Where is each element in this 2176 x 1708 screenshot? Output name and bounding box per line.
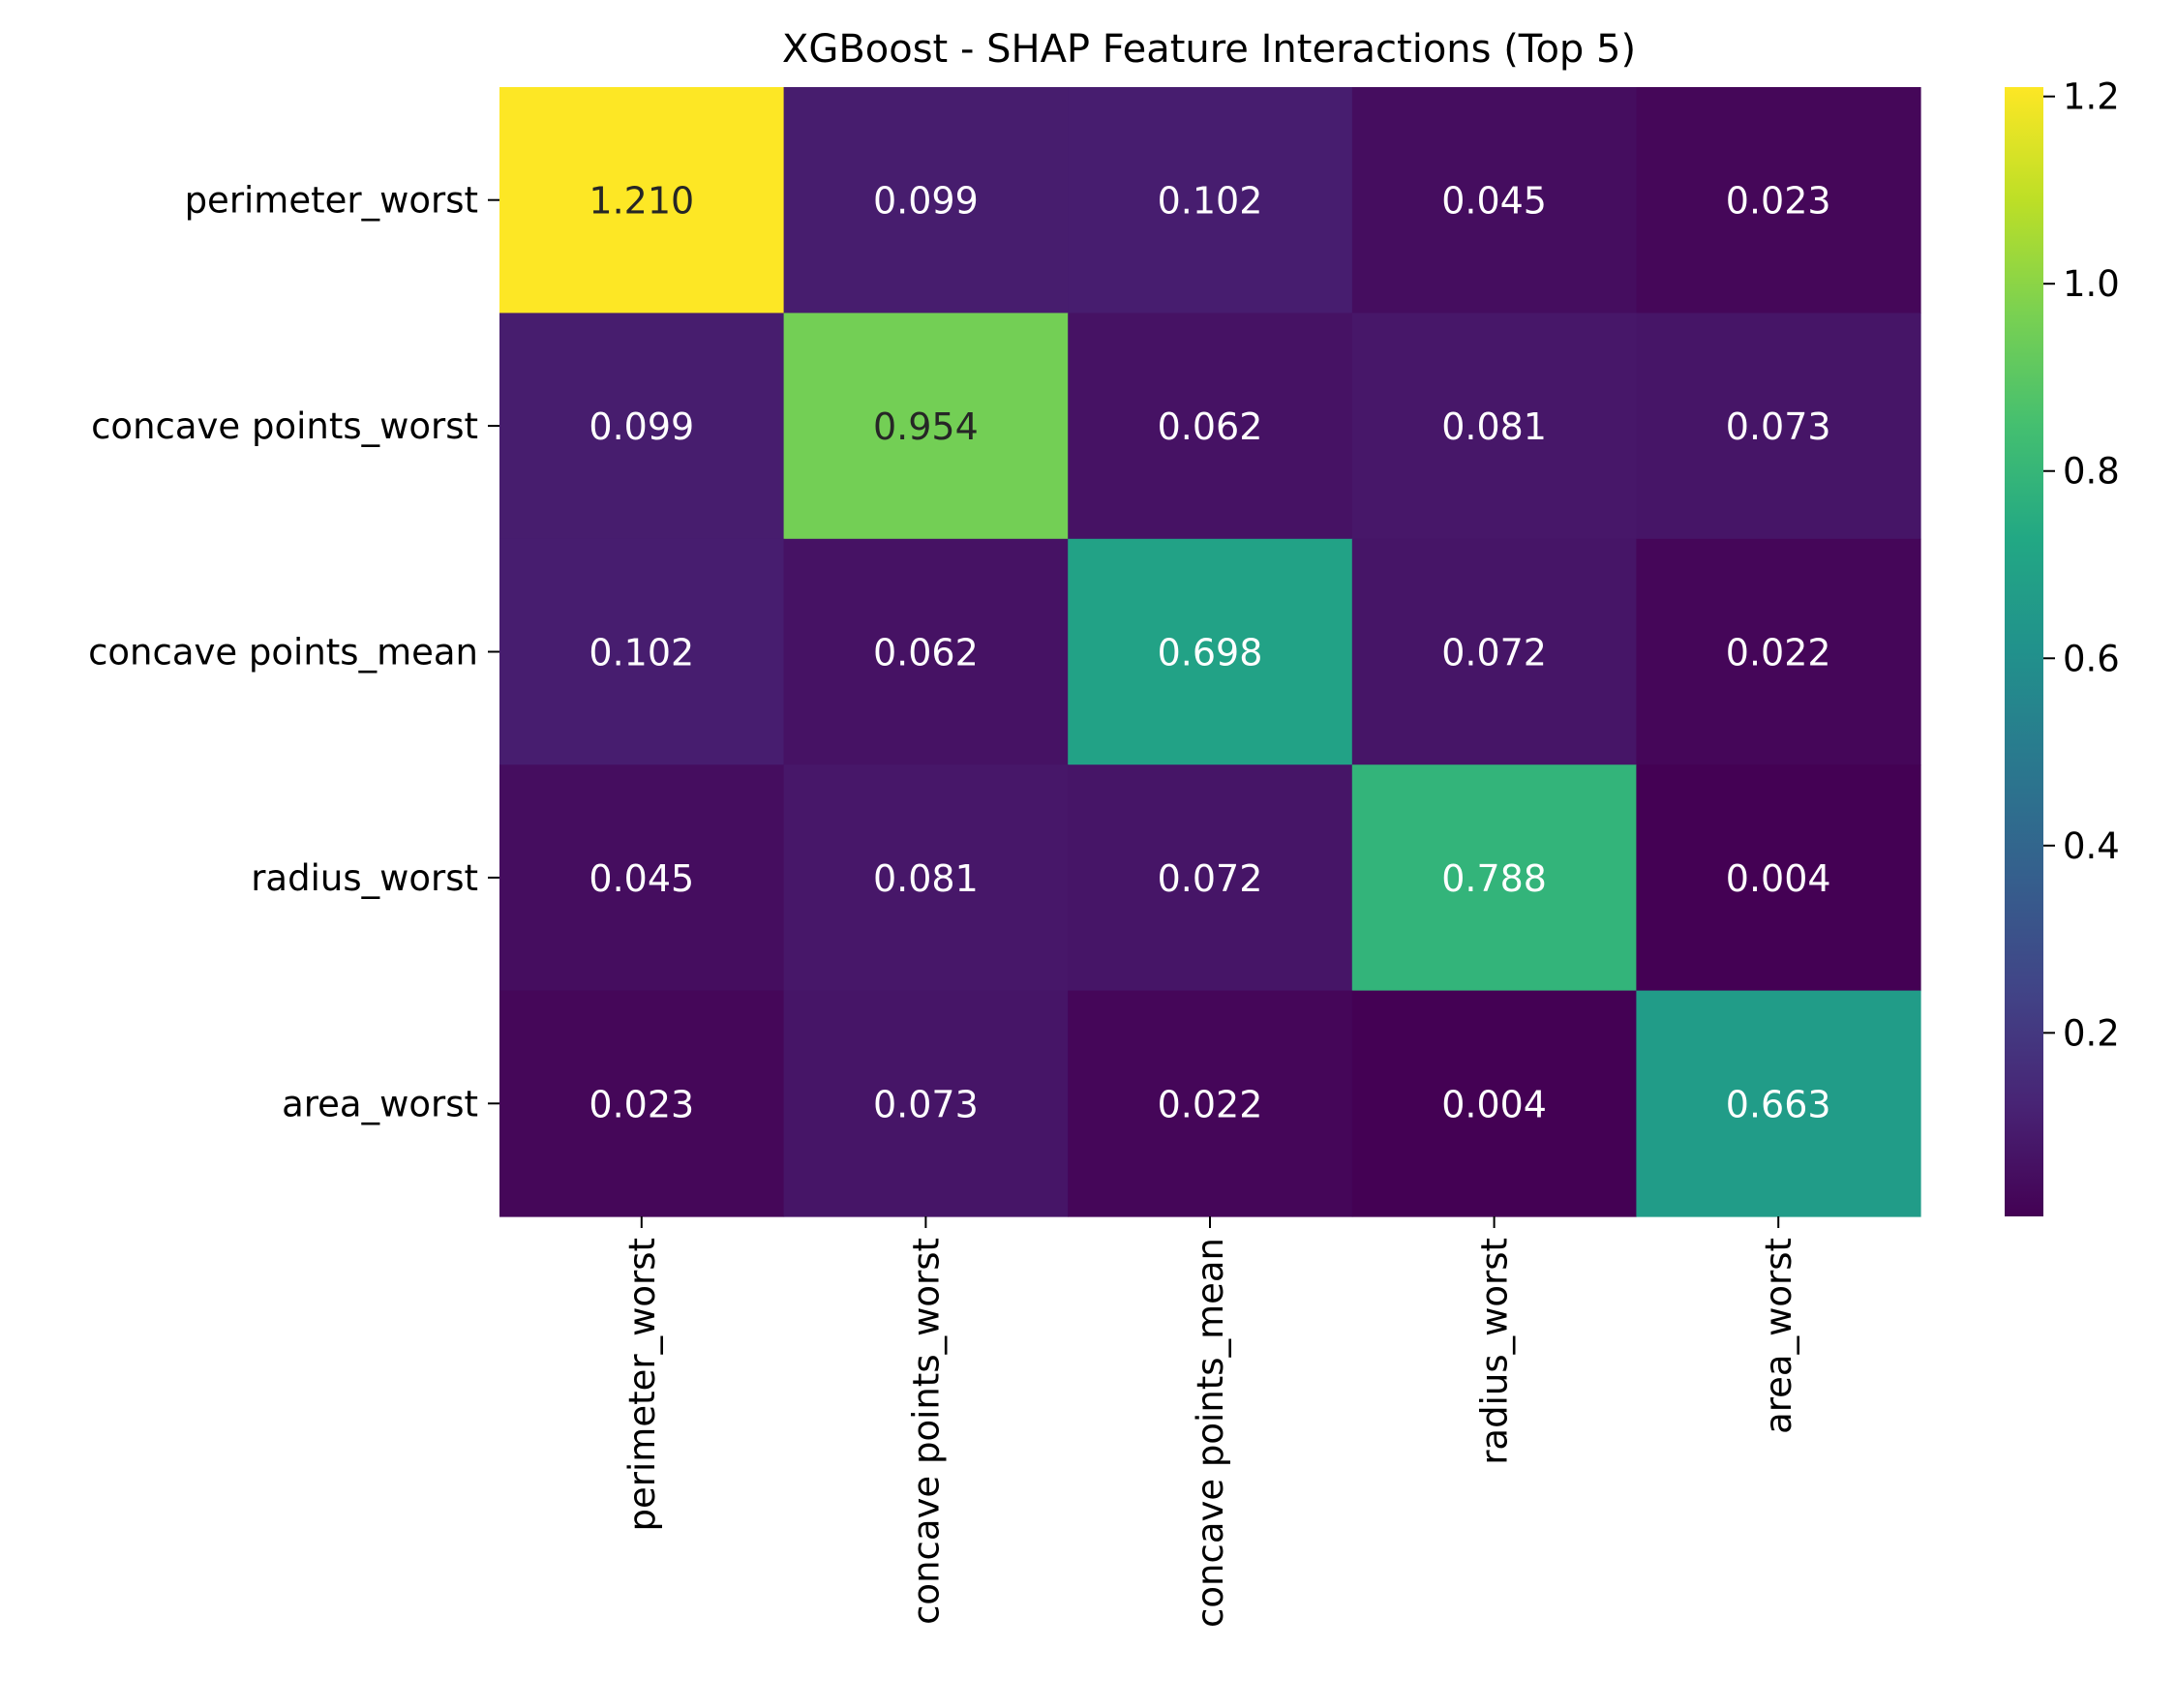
- chart-title: XGBoost - SHAP Feature Interactions (Top…: [782, 27, 1636, 72]
- colorbar-ticks: 0.2 0.4 0.6 0.8 1.0 1.2: [2043, 76, 2120, 1054]
- heatmap-cell-label: 0.023: [1726, 180, 1831, 223]
- heatmap-cell: [1636, 313, 1921, 540]
- y-tick-label: concave points_worst: [91, 405, 478, 447]
- heatmap-cell-label: 0.081: [1441, 405, 1547, 448]
- heatmap-cell-label: 0.099: [589, 405, 694, 448]
- heatmap-cell-label: 0.102: [589, 632, 694, 674]
- heatmap-cell: [1636, 990, 1921, 1217]
- heatmap-cell: [1636, 764, 1921, 992]
- heatmap-cell-label: 0.072: [1158, 857, 1263, 900]
- heatmap-cell-label: 0.004: [1441, 1083, 1547, 1125]
- heatmap-cell: [1068, 990, 1353, 1217]
- heatmap-cells: [499, 87, 1921, 1217]
- heatmap-cell: [499, 313, 785, 540]
- heatmap-cell-label: 0.004: [1726, 857, 1831, 900]
- heatmap-cell: [499, 990, 785, 1217]
- heatmap-cell-label: 0.788: [1441, 857, 1547, 900]
- heatmap-cell-label: 0.073: [1726, 405, 1831, 448]
- heatmap-cell: [499, 764, 785, 992]
- heatmap-cell: [783, 538, 1069, 765]
- y-tick-label: area_worst: [282, 1083, 478, 1124]
- x-tick-label: area_worst: [1758, 1238, 1799, 1434]
- heatmap-cell: [1068, 538, 1353, 765]
- x-tick-label: radius_worst: [1474, 1238, 1516, 1465]
- colorbar-tick-label: 1.2: [2063, 76, 2120, 118]
- heatmap-cell: [1068, 313, 1353, 540]
- heatmap-cell: [1636, 538, 1921, 765]
- heatmap-cell-label: 0.099: [873, 180, 979, 223]
- heatmap-cell: [1351, 538, 1637, 765]
- heatmap-cell-label: 0.022: [1726, 632, 1831, 674]
- heatmap-cell: [1351, 990, 1637, 1217]
- heatmap-cell-labels: 1.210 0.099 0.102 0.045 0.023 0.099 0.954 0.062…: [589, 180, 1830, 1126]
- heatmap-cell: [1351, 764, 1637, 992]
- heatmap-cell-label: 0.045: [1441, 180, 1547, 223]
- heatmap-cell: [1351, 87, 1637, 314]
- heatmap-cell-label: 0.072: [1441, 632, 1547, 674]
- heatmap-cell-label: 0.062: [873, 632, 979, 674]
- heatmap-cell: [1068, 764, 1353, 992]
- heatmap-cell-label: 0.045: [589, 857, 694, 900]
- heatmap-cell-label: 0.062: [1158, 405, 1263, 448]
- heatmap-cell-label: 0.102: [1158, 180, 1263, 223]
- colorbar-tick-label: 1.0: [2063, 263, 2120, 305]
- heatmap-cell: [783, 313, 1069, 540]
- heatmap-cell-label: 0.698: [1158, 632, 1263, 674]
- x-axis: perimeter_worst concave points_worst conca…: [621, 1216, 1799, 1628]
- colorbar: 0.2 0.4 0.6 0.8 1.0 1.2: [2005, 76, 2120, 1216]
- heatmap-cell: [783, 990, 1069, 1217]
- heatmap-cell: [499, 87, 785, 314]
- x-tick-label: concave points_mean: [1190, 1238, 1231, 1628]
- colorbar-tick-label: 0.2: [2063, 1012, 2120, 1054]
- heatmap-cell: [499, 538, 785, 765]
- y-tick-label: radius_worst: [251, 857, 478, 899]
- x-tick-label: perimeter_worst: [621, 1238, 663, 1531]
- heatmap-cell: [1636, 87, 1921, 314]
- colorbar-tick-label: 0.8: [2063, 451, 2120, 493]
- heatmap-cell-label: 1.210: [589, 180, 694, 223]
- y-tick-label: concave points_mean: [88, 632, 478, 674]
- x-tick-label: concave points_worst: [905, 1238, 947, 1625]
- heatmap-cell: [783, 87, 1069, 314]
- heatmap-cell-label: 0.073: [873, 1083, 979, 1125]
- heatmap-cell-label: 0.022: [1158, 1083, 1263, 1125]
- colorbar-gradient: [2005, 87, 2043, 1216]
- y-tick-label: perimeter_worst: [185, 180, 478, 222]
- heatmap-cell-label: 0.081: [873, 857, 979, 900]
- heatmap-cell: [783, 764, 1069, 992]
- heatmap-cell-label: 0.954: [873, 405, 979, 448]
- heatmap-cell-label: 0.023: [589, 1083, 694, 1125]
- heatmap-cell: [1068, 87, 1353, 314]
- heatmap-cell: [1351, 313, 1637, 540]
- colorbar-tick-label: 0.4: [2063, 825, 2120, 867]
- colorbar-tick-label: 0.6: [2063, 638, 2120, 679]
- heatmap-cell-label: 0.663: [1726, 1083, 1831, 1125]
